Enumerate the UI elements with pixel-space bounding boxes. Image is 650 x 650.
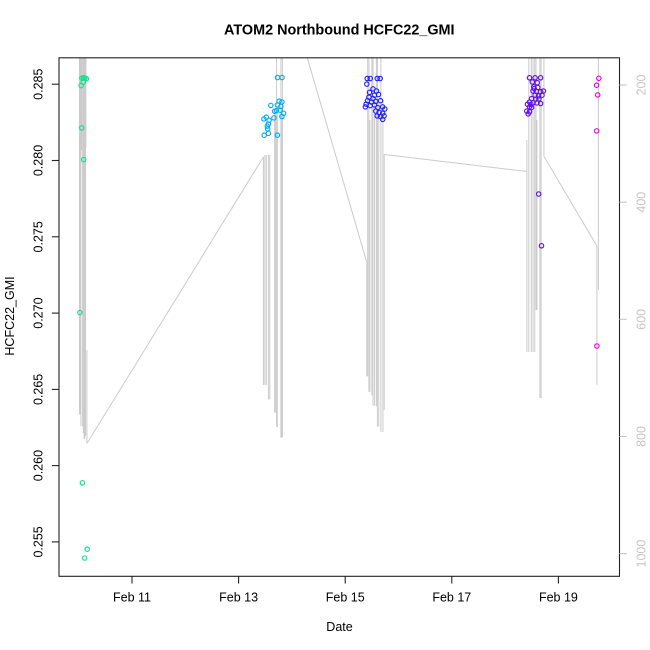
svg-text:600: 600 — [634, 309, 648, 330]
svg-text:Feb 15: Feb 15 — [326, 591, 365, 605]
svg-text:Feb 13: Feb 13 — [219, 591, 258, 605]
svg-text:0.265: 0.265 — [31, 374, 45, 405]
svg-text:1000: 1000 — [634, 540, 648, 568]
svg-text:HCFC22_GMI: HCFC22_GMI — [3, 276, 17, 355]
svg-text:0.280: 0.280 — [31, 145, 45, 176]
svg-text:0.255: 0.255 — [31, 526, 45, 557]
svg-text:400: 400 — [634, 192, 648, 213]
svg-text:0.270: 0.270 — [31, 297, 45, 328]
svg-text:0.260: 0.260 — [31, 450, 45, 481]
svg-text:Feb 19: Feb 19 — [539, 591, 578, 605]
svg-text:200: 200 — [634, 75, 648, 96]
svg-text:Date: Date — [326, 620, 352, 634]
svg-text:0.285: 0.285 — [31, 69, 45, 100]
svg-text:800: 800 — [634, 426, 648, 447]
svg-text:Feb 17: Feb 17 — [432, 591, 471, 605]
svg-text:Feb 11: Feb 11 — [113, 591, 151, 605]
svg-text:ATOM2 Northbound HCFC22_GMI: ATOM2 Northbound HCFC22_GMI — [224, 22, 455, 38]
svg-text:0.275: 0.275 — [31, 221, 45, 252]
